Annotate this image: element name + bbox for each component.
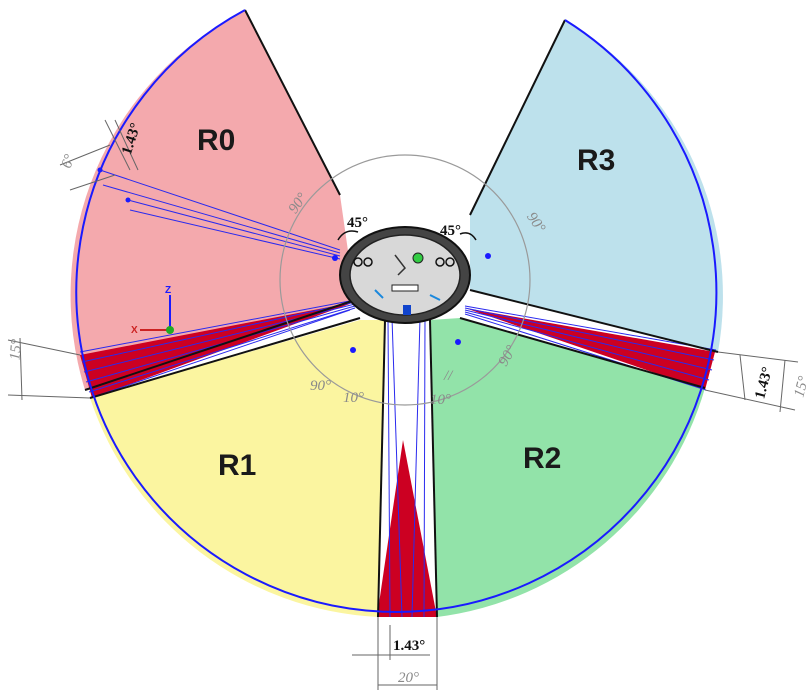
region-r3-label: R3 (577, 144, 615, 177)
region-r2-sector (430, 318, 705, 617)
angle-1-43-right: 1.43° (752, 365, 776, 400)
robot-body (339, 226, 471, 324)
angle-15-left: 15° (7, 339, 25, 361)
axis-z-label: Z (165, 285, 171, 296)
outer-range-arc (75, 9, 718, 613)
dimension-leaders (7, 119, 799, 690)
angle-90-lower-left: 90° (310, 378, 331, 394)
arc-45-left (337, 230, 359, 241)
beam-overlap-right (465, 308, 715, 390)
region-r3-sector (470, 20, 723, 352)
beam-overlap-bottom (377, 440, 437, 617)
angle-45-right: 45° (440, 223, 461, 239)
angle-10-right: 10° (430, 392, 451, 408)
axis-x-label: X (131, 325, 138, 336)
arc-45-right (459, 232, 477, 241)
region-r0-sector (70, 10, 355, 390)
construction-circle (279, 154, 531, 406)
angle-45-left: 45° (347, 215, 368, 231)
axis-gizmo: Z X (131, 285, 174, 336)
angle-6-top: 6° (59, 153, 78, 171)
region-r0-label: R0 (197, 124, 235, 157)
parallel-mark: // (443, 368, 454, 384)
region-r1-sector (90, 320, 385, 617)
region-r2-label: R2 (523, 442, 561, 475)
sector-edges (84, 9, 719, 618)
angle-10-left: 10° (343, 390, 364, 406)
beam-overlap-left (80, 302, 355, 398)
angle-1-43-bottom: 1.43° (393, 638, 425, 654)
sensor-markers (97, 167, 491, 353)
region-r1-label: R1 (218, 449, 256, 482)
angle-20-bottom: 20° (398, 670, 419, 686)
angle-15-right: 15° (791, 375, 806, 399)
